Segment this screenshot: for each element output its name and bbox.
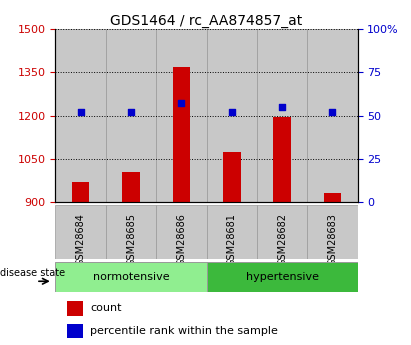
Bar: [156, 29, 206, 202]
Text: count: count: [90, 303, 122, 313]
Bar: [206, 29, 257, 202]
Bar: [307, 205, 358, 259]
Text: GSM28681: GSM28681: [227, 213, 237, 266]
Bar: [257, 29, 307, 202]
Bar: [55, 262, 206, 292]
Text: GSM28684: GSM28684: [76, 213, 85, 266]
Bar: [273, 117, 291, 202]
Bar: [307, 29, 358, 202]
Point: [279, 104, 285, 110]
Bar: [106, 205, 156, 259]
Bar: [206, 205, 257, 259]
Bar: [206, 262, 358, 292]
Point: [329, 109, 336, 115]
Bar: [72, 182, 90, 202]
Bar: [67, 324, 83, 338]
Bar: [55, 29, 106, 202]
Point: [178, 101, 185, 106]
Text: normotensive: normotensive: [93, 272, 169, 282]
Bar: [257, 205, 307, 259]
Text: GSM28685: GSM28685: [126, 213, 136, 266]
Bar: [106, 29, 156, 202]
Point: [229, 109, 235, 115]
Point: [128, 109, 134, 115]
Text: percentile rank within the sample: percentile rank within the sample: [90, 326, 278, 336]
Point: [77, 109, 84, 115]
Text: GSM28686: GSM28686: [176, 213, 186, 266]
Bar: [323, 193, 341, 202]
Text: disease state: disease state: [0, 268, 65, 278]
Bar: [156, 205, 206, 259]
Text: hypertensive: hypertensive: [245, 272, 319, 282]
Bar: [67, 301, 83, 316]
Text: GSM28683: GSM28683: [328, 213, 337, 266]
Title: GDS1464 / rc_AA874857_at: GDS1464 / rc_AA874857_at: [111, 14, 302, 28]
Text: GSM28682: GSM28682: [277, 213, 287, 266]
Bar: [122, 172, 140, 202]
Bar: [55, 205, 106, 259]
Bar: [223, 151, 240, 202]
Bar: [173, 67, 190, 202]
